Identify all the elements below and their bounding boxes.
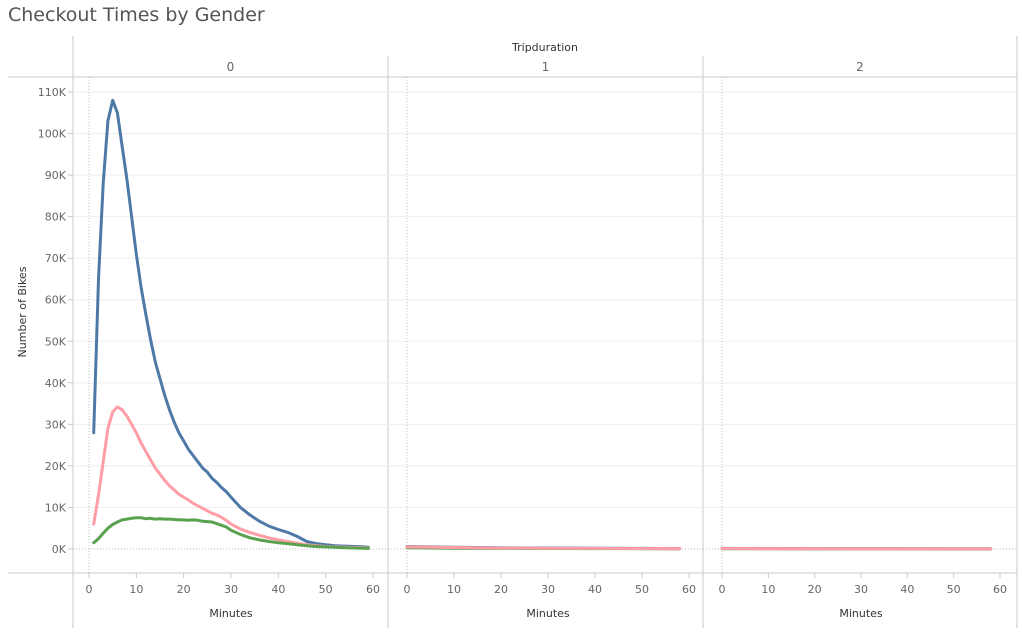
y-tick-label: 90K bbox=[45, 169, 67, 182]
x-axis-title: Minutes bbox=[209, 607, 253, 620]
x-tick-label: 30 bbox=[541, 583, 555, 596]
y-tick-label: 40K bbox=[45, 377, 67, 390]
y-tick-label: 110K bbox=[38, 86, 67, 99]
y-tick-label: 70K bbox=[45, 252, 67, 265]
x-tick-label: 30 bbox=[854, 583, 868, 596]
x-tick-label: 60 bbox=[682, 583, 696, 596]
x-tick-label: 40 bbox=[900, 583, 914, 596]
y-tick-label: 10K bbox=[45, 501, 67, 514]
series-line bbox=[92, 516, 370, 550]
series-line bbox=[92, 405, 370, 550]
x-tick-label: 0 bbox=[719, 583, 726, 596]
x-tick-label: 30 bbox=[224, 583, 238, 596]
x-tick-label: 50 bbox=[635, 583, 649, 596]
x-tick-label: 10 bbox=[447, 583, 461, 596]
series-line bbox=[92, 98, 370, 549]
x-tick-label: 20 bbox=[494, 583, 508, 596]
y-tick-label: 20K bbox=[45, 460, 67, 473]
chart-frame bbox=[8, 36, 1018, 628]
x-tick-label: 40 bbox=[271, 583, 285, 596]
x-tick-label: 0 bbox=[86, 583, 93, 596]
series-line bbox=[405, 545, 682, 551]
y-tick-label: 100K bbox=[38, 128, 67, 141]
gridlines bbox=[73, 91, 1017, 508]
y-tick-label: 0K bbox=[52, 543, 67, 556]
column-header-label: 2 bbox=[856, 60, 864, 74]
x-axis-title: Minutes bbox=[839, 607, 883, 620]
y-tick-label: 80K bbox=[45, 211, 67, 224]
y-axis-title: Number of Bikes bbox=[16, 266, 29, 357]
x-tick-label: 0 bbox=[404, 583, 411, 596]
x-tick-label: 50 bbox=[319, 583, 333, 596]
x-tick-label: 60 bbox=[993, 583, 1007, 596]
y-tick-label: 50K bbox=[45, 335, 67, 348]
x-tick-label: 20 bbox=[808, 583, 822, 596]
y-tick-label: 30K bbox=[45, 418, 67, 431]
y-axis: 0K 10K 20K 30K 40K 50K 60K 70K 80K 90K 100K 110K bbox=[38, 86, 73, 556]
x-tick-label: 50 bbox=[947, 583, 961, 596]
column-header-title: Tripduration bbox=[511, 41, 578, 54]
x-tick-label: 10 bbox=[129, 583, 143, 596]
panel-0: 0 0 10 20 30 40 50 60 Minutes bbox=[73, 60, 388, 620]
x-tick-label: 10 bbox=[761, 583, 775, 596]
chart-title: Checkout Times by Gender bbox=[8, 4, 265, 26]
x-tick-label: 60 bbox=[366, 583, 380, 596]
x-tick-label: 40 bbox=[588, 583, 602, 596]
column-header-label: 1 bbox=[542, 60, 550, 74]
x-tick-label: 20 bbox=[177, 583, 191, 596]
x-axis-title: Minutes bbox=[526, 607, 570, 620]
y-tick-label: 60K bbox=[45, 294, 67, 307]
column-header-label: 0 bbox=[227, 60, 235, 74]
